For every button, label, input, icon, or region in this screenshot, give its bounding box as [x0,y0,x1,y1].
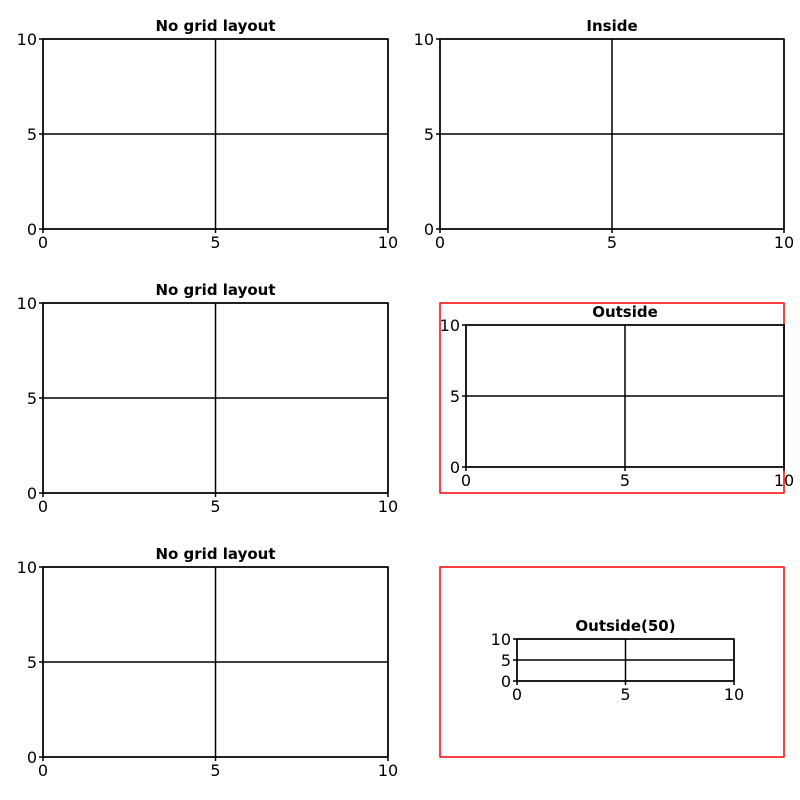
subplot-4: 0 5 10 0 5 10 Outside [439,302,794,494]
subplot-1: 0 5 10 0 5 10 No grid layout [17,17,399,252]
subplot-3: 0 5 10 0 5 10 No grid layout [17,281,399,516]
y-tick-label-0: 0 [424,220,434,239]
chart-title: No grid layout [155,281,275,299]
y-tick-label-0: 0 [501,672,511,691]
y-tick-label-2: 10 [17,30,37,49]
subplot-5: 0 5 10 0 5 10 No grid layout [17,545,399,780]
y-tick-label-0: 0 [27,220,37,239]
x-tick-label-2: 10 [378,233,398,252]
x-tick-label-1: 5 [210,761,220,780]
x-tick-label-2: 10 [774,233,794,252]
x-tick-label-1: 5 [620,471,630,490]
x-tick-label-0: 0 [512,685,522,704]
y-tick-label-0: 0 [27,484,37,503]
chart-title: No grid layout [155,17,275,35]
chart-title: Outside(50) [575,617,675,635]
y-tick-label-0: 0 [450,458,460,477]
y-tick-label-2: 10 [414,30,434,49]
red-frame [439,302,785,494]
y-tick-label-1: 5 [27,653,37,672]
x-tick-label-2: 10 [774,471,794,490]
y-tick-label-2: 10 [17,558,37,577]
x-tick-label-2: 10 [378,497,398,516]
subplot-2: 0 5 10 0 5 10 Inside [414,17,795,252]
x-tick-label-2: 10 [724,685,744,704]
y-tick-label-0: 0 [27,748,37,767]
x-tick-label-1: 5 [620,685,630,704]
y-tick-label-1: 5 [424,125,434,144]
chart-title: Outside [592,303,658,321]
y-tick-label-1: 5 [27,125,37,144]
x-tick-label-0: 0 [435,233,445,252]
y-tick-label-2: 10 [491,630,511,649]
x-tick-label-0: 0 [38,233,48,252]
x-tick-label-0: 0 [38,497,48,516]
y-tick-label-2: 10 [440,316,460,335]
y-tick-label-2: 10 [17,294,37,313]
chart-title: No grid layout [155,545,275,563]
chart-title: Inside [586,17,637,35]
x-tick-label-1: 5 [607,233,617,252]
x-tick-label-1: 5 [210,233,220,252]
x-tick-label-0: 0 [38,761,48,780]
x-tick-label-1: 5 [210,497,220,516]
red-frame [439,566,785,758]
y-tick-label-1: 5 [450,387,460,406]
x-tick-label-0: 0 [461,471,471,490]
y-tick-label-1: 5 [501,651,511,670]
x-tick-label-2: 10 [378,761,398,780]
y-tick-label-1: 5 [27,389,37,408]
